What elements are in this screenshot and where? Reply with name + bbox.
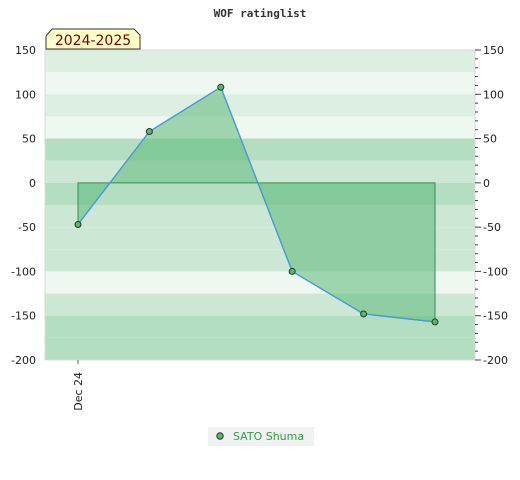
y-tick-label-left: 100 xyxy=(15,88,36,101)
y-tick-label-left: -150 xyxy=(11,310,36,323)
background-band xyxy=(45,138,475,161)
x-tick-label: Dec 24 xyxy=(72,372,85,411)
y-tick-label-left: -200 xyxy=(11,354,36,367)
y-tick-label-right: -100 xyxy=(483,265,508,278)
season-label: 2024-2025 xyxy=(55,33,131,49)
background-band xyxy=(45,315,475,338)
rating-point xyxy=(217,83,225,91)
y-tick-label-left: -100 xyxy=(11,265,36,278)
y-axis-left: 150 100 50 0 -50 -100 -150 -200 xyxy=(11,44,36,367)
season-badge: 2024-2025 xyxy=(45,28,141,50)
background-band xyxy=(45,116,475,139)
chart-title: WOF ratinglist xyxy=(214,7,307,20)
y-tick-label-right: 50 xyxy=(483,133,497,146)
background-band xyxy=(45,337,475,360)
legend: SATO Shuma xyxy=(208,427,314,446)
background-band xyxy=(45,160,475,183)
plot-frame xyxy=(44,49,476,361)
y-tick-label-right: -150 xyxy=(483,310,508,323)
y-tick-label-right: 100 xyxy=(483,88,504,101)
legend-box xyxy=(208,427,314,446)
rating-point xyxy=(431,318,439,326)
rating-points xyxy=(74,83,439,326)
background-band xyxy=(45,94,475,117)
x-axis: Dec 24 xyxy=(72,360,85,411)
rating-line xyxy=(77,86,436,323)
y-tick-label-right: 150 xyxy=(483,44,504,57)
y-axis-right-minor-ticks xyxy=(475,58,478,352)
rating-point xyxy=(74,220,82,228)
background-band xyxy=(45,50,475,73)
legend-marker-icon xyxy=(216,432,224,440)
y-axis-right: 150 100 50 0 -50 -100 -150 -200 xyxy=(475,44,508,367)
rating-series-line xyxy=(77,86,436,323)
y-tick-label-left: 0 xyxy=(29,177,36,190)
legend-entry-label: SATO Shuma xyxy=(233,430,304,443)
y-tick-label-right: -50 xyxy=(483,221,501,234)
y-tick-label-right: 0 xyxy=(483,177,490,190)
y-tick-label-left: -50 xyxy=(18,221,36,234)
y-tick-label-left: 150 xyxy=(15,44,36,57)
y-tick-label-right: -200 xyxy=(483,354,508,367)
rating-point xyxy=(288,267,296,275)
rating-point xyxy=(360,310,368,318)
background-band xyxy=(45,72,475,95)
season-badge-shape xyxy=(45,28,141,50)
y-tick-label-left: 50 xyxy=(22,133,36,146)
rating-point xyxy=(145,127,153,135)
